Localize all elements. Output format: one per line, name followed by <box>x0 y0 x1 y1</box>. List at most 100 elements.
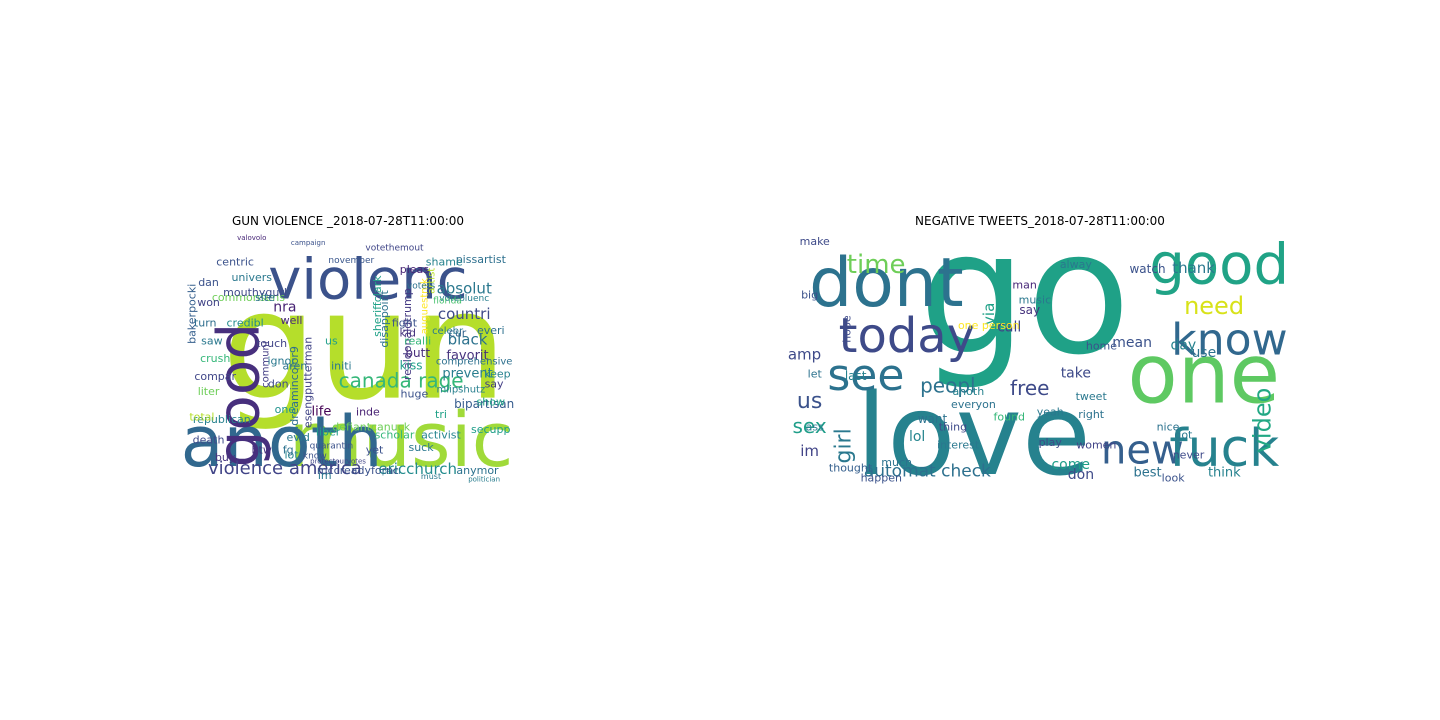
word-mlipshutz: mlipshutz <box>437 385 486 396</box>
word-touch: touch <box>256 337 287 350</box>
word-much: much <box>881 456 912 469</box>
word-cur: cur <box>449 327 467 340</box>
word-watch: watch <box>1129 262 1165 276</box>
word-dan: dan <box>198 276 219 289</box>
word-shame: shame <box>426 256 463 269</box>
word-scholar: scholar <box>375 428 415 441</box>
word-alway: alway <box>1060 258 1093 271</box>
word-want: want <box>918 412 948 426</box>
word-music: music <box>1019 294 1052 307</box>
word-happen: happen <box>861 471 902 484</box>
word-go: go <box>919 230 1131 393</box>
word-everyon: everyon <box>951 398 996 411</box>
word-november: november <box>328 256 374 266</box>
word-know: know <box>1171 314 1287 365</box>
word-don: don <box>1068 467 1094 483</box>
word-hope: hope <box>841 315 854 343</box>
word-tweet: tweet <box>1076 390 1108 403</box>
word-us: us <box>325 334 338 347</box>
word-play: play <box>1039 436 1063 449</box>
word-best: best <box>1133 465 1161 480</box>
word-fuck: fuck <box>1169 419 1279 479</box>
word-valovolo: valovolo <box>237 234 266 242</box>
word-bipartisan: bipartisan <box>454 397 514 411</box>
word-gun: gun <box>222 260 507 434</box>
word-death: death <box>193 433 225 446</box>
word-butt: butt <box>405 346 430 360</box>
word-women: women <box>1076 438 1116 451</box>
word-anymor: anymor <box>456 464 499 477</box>
word-countri: countri <box>438 305 491 323</box>
word-man: man <box>1012 278 1036 291</box>
word-suck: suck <box>408 441 434 454</box>
word-buy: buy <box>215 451 236 464</box>
word-good: good <box>204 323 272 468</box>
word-canada-rage: canada rage <box>339 368 464 392</box>
word-republican: republican <box>193 413 251 426</box>
word-protectourvotes: protectourvotes <box>310 458 366 466</box>
word-turn: turn <box>194 317 217 330</box>
word-favorit: favorit <box>446 349 488 364</box>
word-one: one <box>275 403 296 416</box>
word-let: let <box>808 367 823 380</box>
word-im: im <box>318 469 332 482</box>
word-mean: mean <box>1112 335 1152 351</box>
word-know: know <box>303 452 327 462</box>
word-bakerpocki: bakerpocki <box>185 284 198 344</box>
word-ignor: ignor <box>267 355 296 368</box>
word-one-person: one person <box>958 319 1020 332</box>
word-one: one <box>1128 328 1281 423</box>
word-violenc: violenc <box>268 248 467 313</box>
word-won: won <box>197 296 220 309</box>
word-communi: communi <box>260 341 271 388</box>
word-realli: realli <box>404 334 431 347</box>
word-anoth: anoth <box>182 401 383 483</box>
word-black: black <box>448 330 488 348</box>
word-take: take <box>1061 365 1091 381</box>
word-home: home <box>1086 339 1117 352</box>
word-well: well <box>281 314 303 327</box>
word-disappoint: disappoint <box>378 289 391 347</box>
word-thought: thought <box>829 461 873 474</box>
word-fg: fg <box>283 444 294 457</box>
word-prevent: prevent <box>442 366 492 381</box>
word-cloud: go love one dont good today know new fuck see time… <box>784 230 1296 484</box>
word-today: today <box>839 308 975 364</box>
word-good: good <box>1149 232 1289 297</box>
word-evid: evid <box>287 431 310 444</box>
word-come: come <box>1051 457 1090 473</box>
word-commonsens: commonsens <box>212 291 285 304</box>
word-mccreadyfornc: mccreadyfornc <box>317 464 399 477</box>
word-thank: thank <box>1172 259 1215 277</box>
word-realdonaldtrump: realdonaldtrump <box>401 288 414 380</box>
word-huge: huge <box>401 388 429 401</box>
chart-title: GUN VIOLENCE _2018-07-28T11:00:00 <box>231 214 465 228</box>
word-tri: tri <box>435 408 447 421</box>
word-use: use <box>1191 345 1216 361</box>
word-site: site <box>255 291 275 304</box>
word-yet: yet <box>366 444 384 457</box>
word-look: look <box>1162 471 1186 484</box>
word-show: show <box>477 395 505 408</box>
word-univers: univers <box>231 271 272 284</box>
word-everi: everi <box>477 324 505 337</box>
word-florida: florida <box>433 297 462 307</box>
word-initi: initi <box>331 360 351 373</box>
word-lol: lol <box>909 429 925 445</box>
word-compar: compar <box>194 370 236 383</box>
word-ass: ass <box>806 421 824 434</box>
word-life: life <box>312 404 332 419</box>
word-yeah: yeah <box>1037 405 1064 418</box>
word-see: see <box>827 350 904 401</box>
word-votebluenc: votebluenc <box>439 294 489 304</box>
word-got: got <box>1174 428 1193 441</box>
word-total: total <box>189 411 214 424</box>
word-comprehensive: comprehensive <box>436 357 513 368</box>
word-crush: crush <box>200 352 230 365</box>
word-right: right <box>1078 408 1105 421</box>
word-campaign: campaign <box>291 239 326 247</box>
word-esengputterman: esengputterman <box>301 337 314 428</box>
word-inde: inde <box>356 405 380 418</box>
